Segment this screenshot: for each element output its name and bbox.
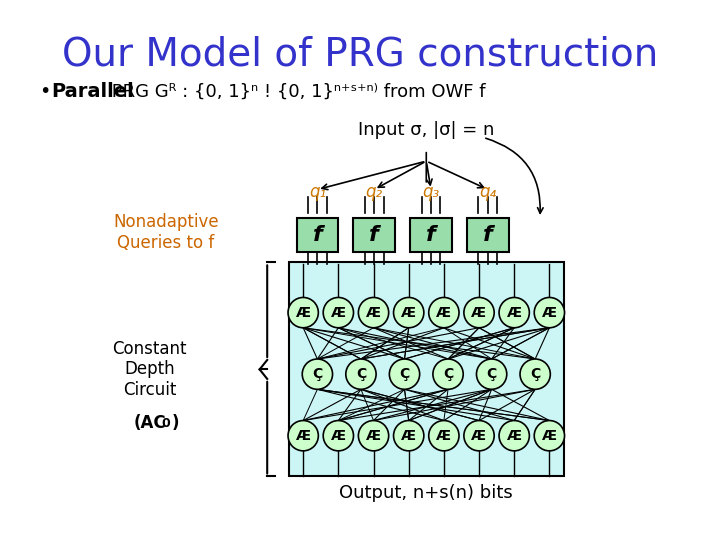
Text: Æ: Æ bbox=[330, 429, 346, 443]
Text: Æ: Æ bbox=[436, 429, 451, 443]
Circle shape bbox=[520, 359, 550, 389]
Text: 0: 0 bbox=[161, 417, 170, 430]
Text: Ç: Ç bbox=[443, 367, 453, 381]
Text: Ç: Ç bbox=[400, 367, 410, 381]
Text: Æ: Æ bbox=[436, 306, 451, 320]
Circle shape bbox=[394, 298, 424, 328]
Text: Æ: Æ bbox=[542, 306, 557, 320]
Text: f: f bbox=[369, 225, 379, 245]
Text: Constant
Depth
Circuit: Constant Depth Circuit bbox=[112, 340, 187, 399]
Circle shape bbox=[288, 298, 318, 328]
Text: Nonadaptive
Queries to f: Nonadaptive Queries to f bbox=[113, 213, 219, 252]
FancyBboxPatch shape bbox=[289, 262, 564, 476]
Circle shape bbox=[323, 298, 354, 328]
Text: Our Model of PRG construction: Our Model of PRG construction bbox=[62, 35, 658, 73]
Circle shape bbox=[477, 359, 507, 389]
Text: Æ: Æ bbox=[472, 429, 487, 443]
Text: q₁: q₁ bbox=[309, 184, 326, 201]
Text: Æ: Æ bbox=[401, 429, 416, 443]
FancyBboxPatch shape bbox=[467, 218, 508, 252]
Circle shape bbox=[359, 421, 389, 451]
Circle shape bbox=[323, 421, 354, 451]
FancyBboxPatch shape bbox=[410, 218, 452, 252]
Text: Parallel: Parallel bbox=[51, 83, 134, 102]
Text: Æ: Æ bbox=[330, 306, 346, 320]
Circle shape bbox=[534, 298, 564, 328]
Circle shape bbox=[390, 359, 420, 389]
Text: Output, n+s(n) bits: Output, n+s(n) bits bbox=[339, 483, 513, 502]
Circle shape bbox=[499, 421, 529, 451]
Text: Ç: Ç bbox=[530, 367, 540, 381]
Text: q₂: q₂ bbox=[366, 184, 383, 201]
Text: Æ: Æ bbox=[507, 429, 522, 443]
Text: Æ: Æ bbox=[366, 429, 381, 443]
Text: f: f bbox=[426, 225, 436, 245]
Circle shape bbox=[428, 421, 459, 451]
Circle shape bbox=[359, 298, 389, 328]
Text: Ç: Ç bbox=[312, 367, 323, 381]
Circle shape bbox=[464, 421, 494, 451]
Text: (AC: (AC bbox=[133, 414, 166, 433]
Circle shape bbox=[464, 298, 494, 328]
Circle shape bbox=[302, 359, 333, 389]
FancyBboxPatch shape bbox=[297, 218, 338, 252]
FancyBboxPatch shape bbox=[354, 218, 395, 252]
Circle shape bbox=[534, 421, 564, 451]
Text: Input σ, |σ| = n: Input σ, |σ| = n bbox=[358, 121, 495, 139]
Circle shape bbox=[346, 359, 376, 389]
Circle shape bbox=[394, 421, 424, 451]
Text: PRG Gᴿ : {0, 1}ⁿ ! {0, 1}ⁿ⁺ˢ⁺ⁿ⁾ from OWF f: PRG Gᴿ : {0, 1}ⁿ ! {0, 1}ⁿ⁺ˢ⁺ⁿ⁾ from OWF… bbox=[107, 83, 486, 101]
Circle shape bbox=[433, 359, 463, 389]
Circle shape bbox=[288, 421, 318, 451]
Text: q₄: q₄ bbox=[480, 184, 496, 201]
Text: f: f bbox=[483, 225, 492, 245]
Text: q₃: q₃ bbox=[423, 184, 440, 201]
Text: Ç: Ç bbox=[356, 367, 366, 381]
Text: Æ: Æ bbox=[472, 306, 487, 320]
Text: f: f bbox=[312, 225, 323, 245]
Text: Æ: Æ bbox=[296, 306, 311, 320]
Text: Æ: Æ bbox=[542, 429, 557, 443]
Text: Æ: Æ bbox=[296, 429, 311, 443]
Circle shape bbox=[428, 298, 459, 328]
Text: Æ: Æ bbox=[366, 306, 381, 320]
Text: Æ: Æ bbox=[507, 306, 522, 320]
Text: ): ) bbox=[171, 414, 179, 433]
Text: Ç: Ç bbox=[487, 367, 497, 381]
Text: Æ: Æ bbox=[401, 306, 416, 320]
Circle shape bbox=[499, 298, 529, 328]
Text: •: • bbox=[40, 83, 64, 102]
